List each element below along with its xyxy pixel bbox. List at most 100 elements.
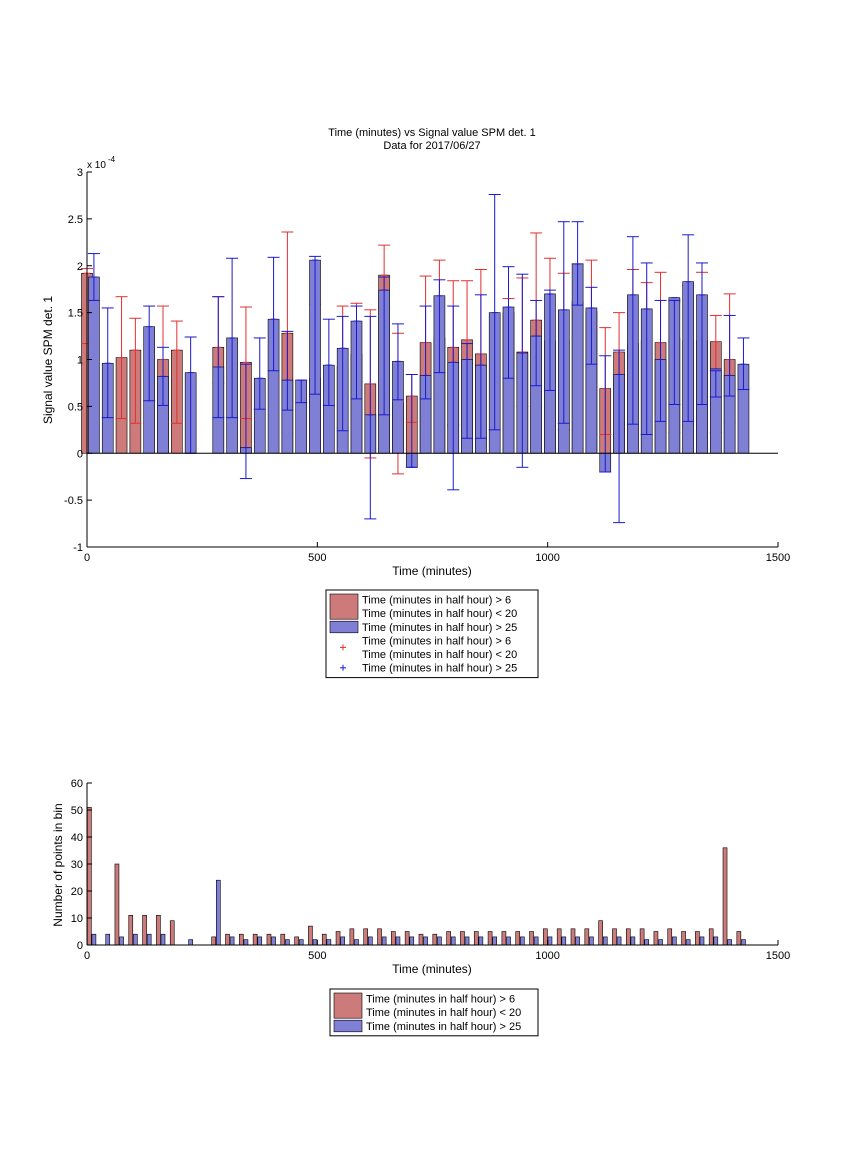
bar: [418, 933, 424, 946]
bar: [88, 276, 100, 454]
y-exponent-power: -4: [108, 155, 116, 164]
bar: [354, 939, 359, 946]
bar: [570, 928, 576, 946]
y-tick-label: 40: [71, 832, 83, 844]
legend-box: [325, 589, 539, 679]
y-tick-label: 3: [77, 167, 83, 179]
bar: [695, 931, 700, 946]
bar: [446, 931, 451, 946]
bar: [266, 933, 272, 946]
legend-entry-text: Time (minutes in half hour) < 20: [362, 608, 517, 620]
legend-box: [329, 988, 539, 1037]
bar: [584, 928, 590, 946]
x-tick-label: 1000: [535, 552, 559, 564]
plot-background: [87, 783, 778, 945]
bar: [727, 939, 732, 946]
bar: [349, 928, 355, 946]
y-tick-label: 20: [71, 886, 83, 898]
bottom-plot-area: 0 500 1000 1500 0 10 20 30 40 50 60: [71, 778, 790, 962]
legend-entry-text: Time (minutes in half hour) < 20: [362, 649, 517, 661]
legend-entry-text: Time (minutes in half hour) > 6: [362, 595, 511, 607]
bar: [506, 936, 511, 946]
bar: [280, 933, 286, 946]
x-tick-label: 0: [84, 552, 90, 564]
bar: [91, 933, 97, 946]
y-exponent-label: x 10 -4: [87, 155, 116, 171]
bar: [146, 933, 152, 946]
bar: [437, 936, 442, 946]
bar: [501, 931, 507, 946]
bar: [229, 936, 235, 946]
bar: [561, 936, 567, 946]
y-tick-label: 10: [71, 913, 83, 925]
legend-entry-text: Time (minutes in half hour) > 25: [362, 622, 517, 634]
legend-entry-text: Time (minutes in half hour) > 25: [366, 1021, 521, 1033]
bar: [391, 931, 396, 946]
bar: [533, 936, 539, 946]
bar: [308, 925, 313, 946]
bar: [639, 928, 645, 946]
y-tick-label: 0: [77, 448, 83, 460]
legend-swatch: [329, 593, 359, 620]
legend-entry-text: Time (minutes in half hour) > 25: [362, 663, 517, 675]
bar: [681, 931, 686, 946]
y-tick-label: -1: [73, 542, 83, 554]
bar: [612, 928, 617, 946]
bar: [285, 939, 290, 946]
bar: [298, 939, 304, 946]
bar: [294, 936, 299, 946]
y-axis-label: Signal value SPM det. 1: [41, 296, 55, 424]
y-tick-label: 50: [71, 805, 83, 817]
bar: [473, 931, 479, 946]
bar: [340, 936, 345, 946]
bar: [520, 936, 525, 946]
bar: [616, 936, 622, 946]
bar: [243, 939, 249, 946]
bar: [160, 933, 166, 946]
legend-swatch: [329, 620, 359, 634]
x-axis-label: Time (minutes): [392, 962, 472, 976]
legend-entry-text: Time (minutes in half hour) < 20: [366, 1007, 521, 1019]
bar: [699, 936, 705, 946]
x-tick-label: 1000: [535, 950, 559, 962]
top-signal-chart: Time (minutes) vs Signal value SPM det. …: [41, 127, 790, 679]
x-tick-label: 500: [308, 552, 326, 564]
bar: [363, 928, 369, 946]
bar: [741, 939, 746, 946]
bar: [225, 933, 230, 946]
bar: [685, 939, 691, 946]
legend-swatch: [333, 1019, 363, 1033]
x-tick-label: 1500: [766, 552, 790, 564]
bar: [722, 847, 728, 946]
bar: [211, 936, 216, 946]
bar: [87, 806, 92, 946]
bar: [312, 939, 318, 946]
bar: [335, 931, 341, 946]
bar: [708, 928, 714, 946]
bar: [409, 936, 415, 946]
y-exponent-base: x 10: [87, 160, 106, 171]
bar: [658, 939, 663, 946]
y-tick-label: 2: [77, 261, 83, 273]
bar: [239, 933, 244, 946]
bar: [252, 933, 258, 946]
x-axis-label: Time (minutes): [392, 564, 472, 578]
bar: [215, 879, 221, 946]
bar: [644, 939, 650, 946]
bar: [602, 936, 608, 946]
bar: [119, 936, 124, 946]
y-tick-label: 0.5: [68, 401, 83, 413]
bar: [105, 933, 111, 946]
bar: [492, 936, 497, 946]
bar: [271, 936, 276, 946]
bar: [464, 936, 470, 946]
y-tick-label: -0.5: [64, 495, 83, 507]
bar: [630, 936, 636, 946]
bar: [133, 933, 138, 946]
y-axis-label: Number of points in bin: [51, 803, 65, 926]
legend-entry-text: Time (minutes in half hour) > 6: [362, 635, 511, 647]
y-tick-label: 30: [71, 859, 83, 871]
